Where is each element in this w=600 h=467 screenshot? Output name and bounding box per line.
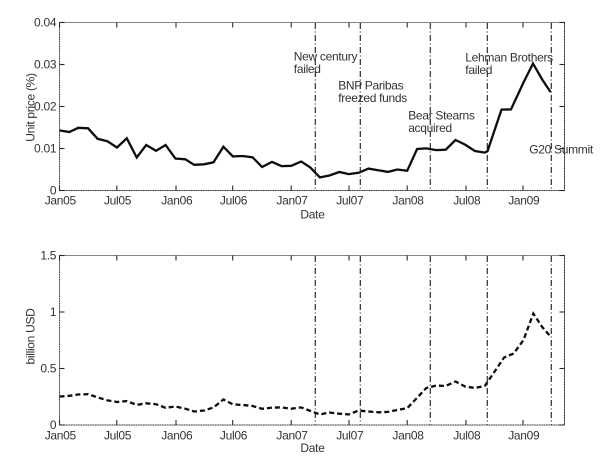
svg-text:0: 0	[50, 184, 57, 198]
svg-text:Jul07: Jul07	[336, 193, 364, 207]
svg-text:Jan07: Jan07	[276, 193, 308, 207]
svg-text:freezed funds: freezed funds	[338, 91, 407, 105]
svg-text:0.01: 0.01	[34, 142, 57, 156]
svg-text:Jan05: Jan05	[45, 193, 77, 207]
svg-text:0.04: 0.04	[34, 16, 57, 30]
svg-text:1: 1	[50, 305, 57, 319]
svg-text:Lehman Brothers: Lehman Brothers	[465, 50, 553, 64]
svg-text:0.02: 0.02	[34, 100, 57, 114]
svg-text:Jul06: Jul06	[220, 428, 248, 442]
svg-text:G20 Summit: G20 Summit	[529, 143, 594, 157]
svg-text:billion USD: billion USD	[23, 308, 37, 365]
svg-text:Jul05: Jul05	[104, 428, 132, 442]
svg-text:Unit price (%): Unit price (%)	[23, 73, 37, 142]
svg-text:Bear Stearns: Bear Stearns	[408, 108, 475, 122]
svg-text:1.5: 1.5	[40, 249, 56, 263]
svg-text:Jan08: Jan08	[392, 428, 424, 442]
svg-text:BNP Paribas: BNP Paribas	[338, 79, 403, 93]
svg-text:failed: failed	[294, 62, 321, 76]
svg-text:Date: Date	[300, 207, 325, 221]
svg-text:Jul08: Jul08	[453, 428, 481, 442]
svg-text:Jul05: Jul05	[104, 193, 132, 207]
svg-text:0.5: 0.5	[40, 362, 56, 376]
svg-text:Jan05: Jan05	[45, 428, 77, 442]
svg-text:Jul08: Jul08	[453, 193, 481, 207]
svg-text:Jan08: Jan08	[392, 193, 424, 207]
svg-text:0.03: 0.03	[34, 58, 57, 72]
svg-text:Jan07: Jan07	[276, 428, 308, 442]
svg-text:Date: Date	[300, 441, 325, 455]
svg-text:New century: New century	[294, 49, 358, 63]
svg-text:acquired: acquired	[408, 121, 452, 135]
svg-text:0: 0	[50, 418, 57, 432]
svg-text:Jul07: Jul07	[336, 428, 364, 442]
svg-text:failed: failed	[465, 63, 492, 77]
svg-text:Jan09: Jan09	[508, 193, 540, 207]
svg-text:Jan09: Jan09	[508, 428, 540, 442]
svg-text:Jan06: Jan06	[161, 193, 193, 207]
svg-text:Jan06: Jan06	[161, 428, 193, 442]
svg-text:Jul06: Jul06	[220, 193, 248, 207]
